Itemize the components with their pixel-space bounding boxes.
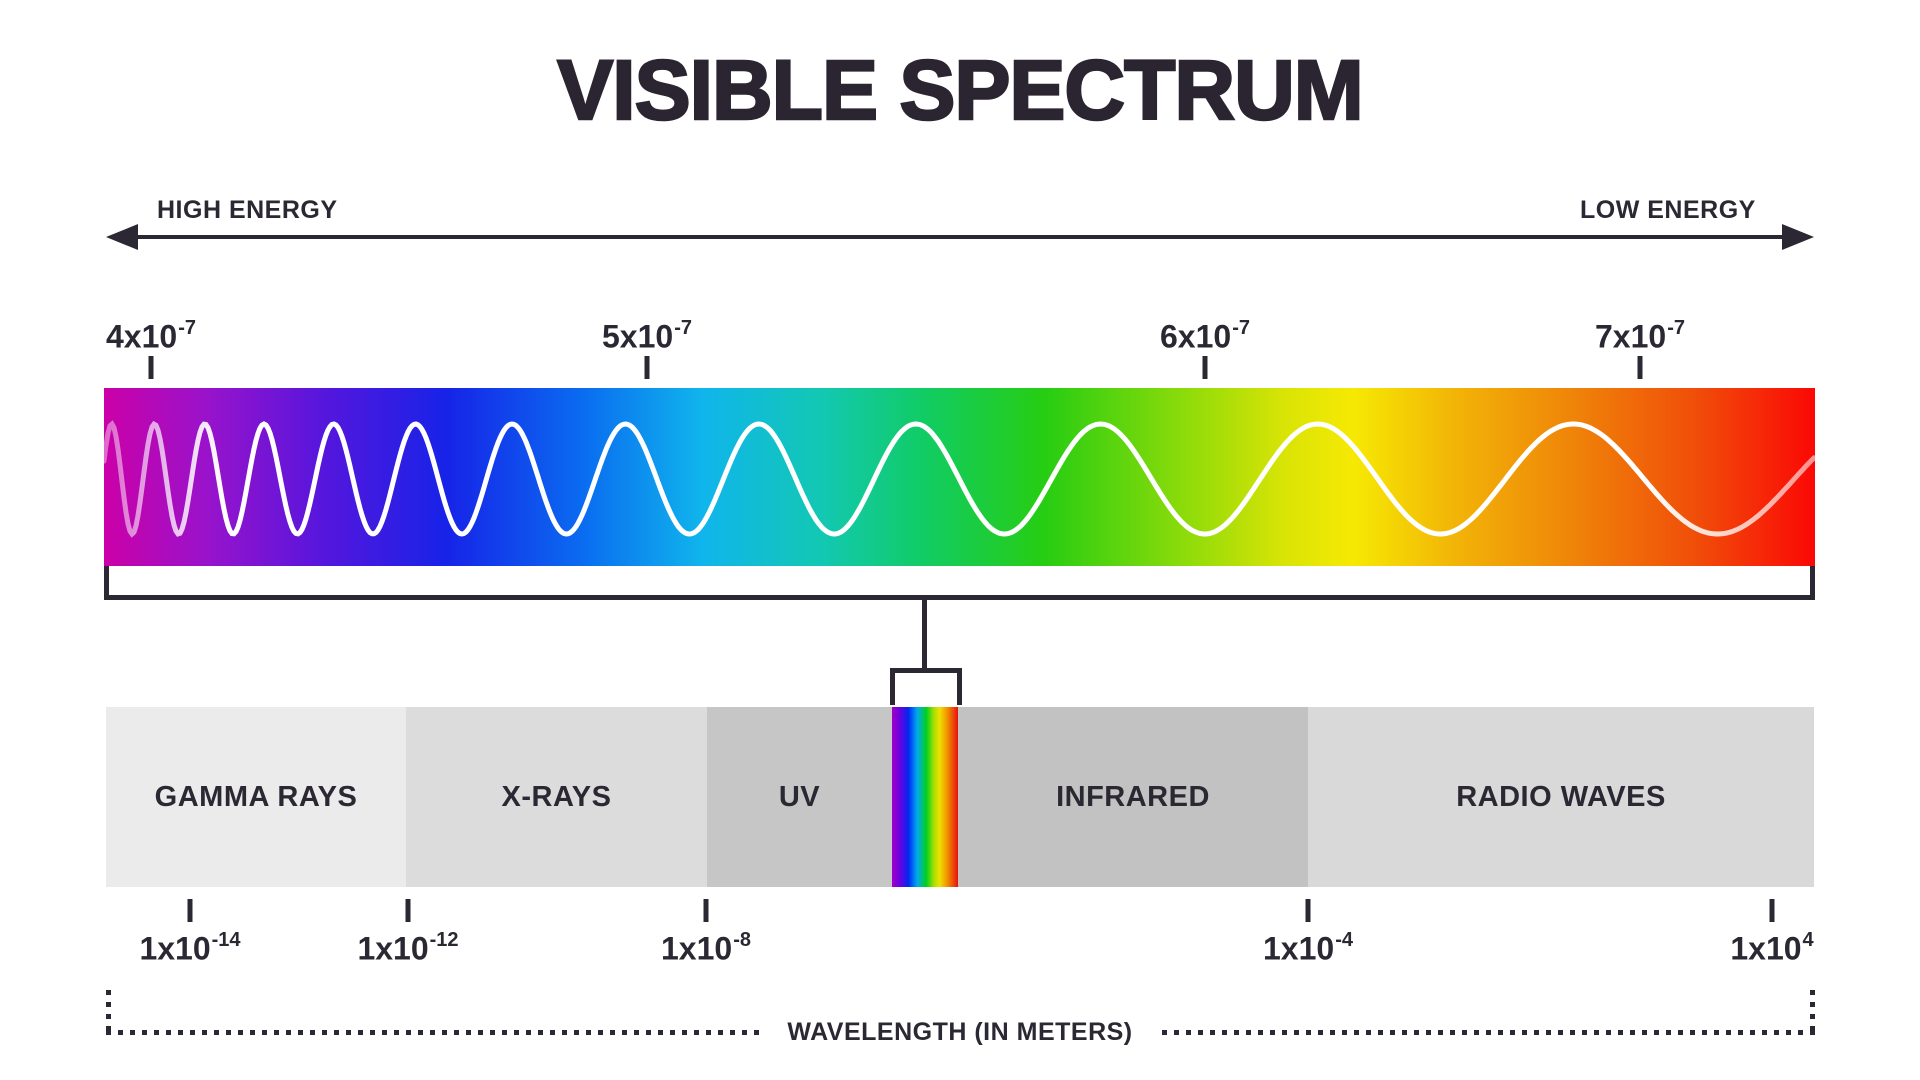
segment-uv: UV (707, 707, 892, 887)
top-scale-label: 7x10-7 (1595, 317, 1685, 355)
top-scale-label: 5x10-7 (602, 317, 692, 355)
arrow-left-icon (106, 224, 138, 250)
top-scale-label: 6x10-7 (1160, 317, 1250, 355)
top-scale-tick (644, 356, 650, 379)
light-wave (104, 420, 1815, 538)
bottom-scale-tick (187, 899, 193, 922)
segment-label: RADIO WAVES (1456, 780, 1666, 813)
axis-dotted-end-right (1810, 990, 1815, 1030)
wavelength-axis-label: WAVELENGTH (IN METERS) (763, 1018, 1157, 1047)
high-energy-label: HIGH ENERGY (157, 196, 338, 224)
bottom-scale-label: 1x10-12 (357, 929, 459, 967)
page-title: VISIBLE SPECTRUM (556, 42, 1365, 137)
top-scale-label: 4x10-7 (106, 317, 196, 355)
connector-stem (922, 600, 927, 670)
bottom-scale-tick (405, 899, 411, 922)
segment-label: X-RAYS (501, 780, 612, 813)
segment-label: INFRARED (1056, 780, 1210, 813)
bottom-scale-label: 1x10-14 (139, 929, 241, 967)
bottom-scale-tick (1769, 899, 1775, 922)
axis-dotted-end-left (106, 990, 111, 1030)
bottom-scale-label: 1x104 (1730, 929, 1814, 967)
bottom-scale-tick (703, 899, 709, 922)
bottom-scale-tick (1305, 899, 1311, 922)
segment-label: GAMMA RAYS (154, 780, 358, 813)
low-energy-label: LOW ENERGY (1580, 196, 1756, 224)
segment-x-rays: X-RAYS (406, 707, 707, 887)
em-spectrum-band: GAMMA RAYS X-RAYS UV INFRARED RADIO WAVE… (106, 707, 1814, 887)
sine-wave-path (104, 420, 1815, 538)
visible-strip-bracket (890, 668, 962, 705)
segment-radio-waves: RADIO WAVES (1308, 707, 1814, 887)
top-scale-tick (1202, 356, 1208, 379)
top-scale-tick (148, 356, 154, 379)
segment-gamma-rays: GAMMA RAYS (106, 707, 406, 887)
segment-visible-rainbow-strip (892, 707, 958, 887)
energy-arrow-line (134, 235, 1786, 239)
bottom-scale-label: 1x10-8 (661, 929, 751, 967)
spectrum-gradient-bar (104, 388, 1815, 567)
bar-underline-bracket (104, 566, 1815, 600)
bottom-scale-label: 1x10-4 (1263, 929, 1353, 967)
segment-infrared: INFRARED (958, 707, 1308, 887)
segment-label: UV (778, 780, 821, 813)
arrow-right-icon (1782, 224, 1814, 250)
top-scale-tick (1637, 356, 1643, 379)
